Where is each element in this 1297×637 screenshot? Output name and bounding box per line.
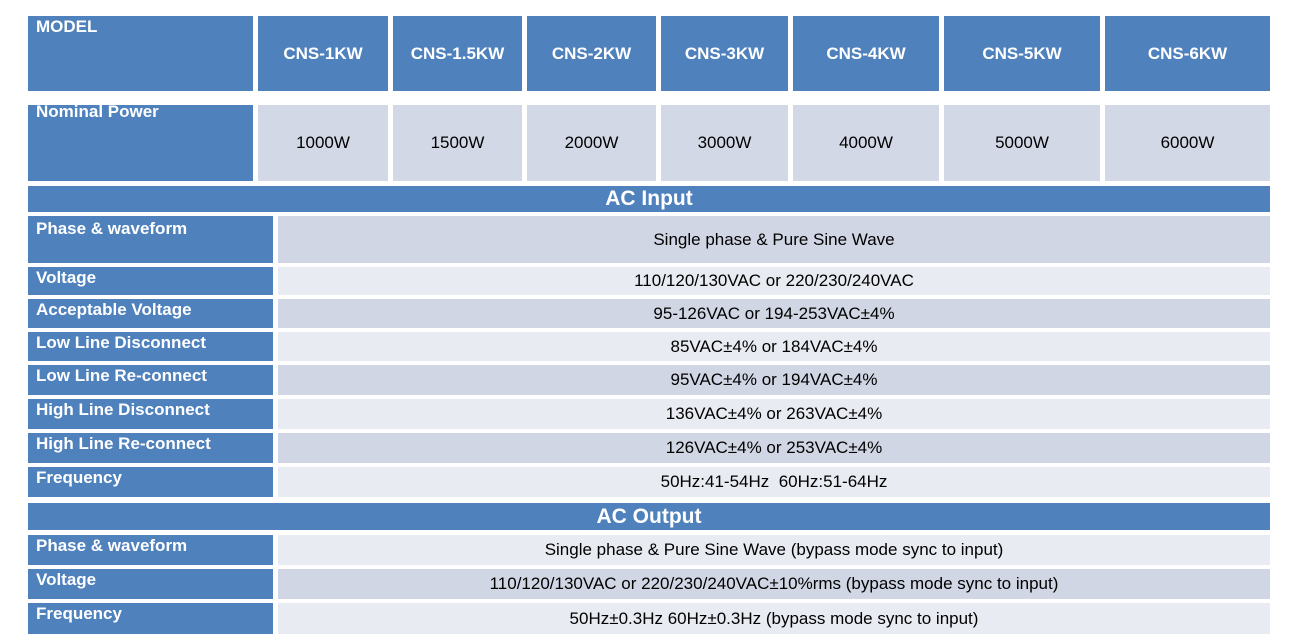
spec-value: 95VAC±4% or 194VAC±4% (278, 365, 1270, 395)
spec-label: Frequency (28, 603, 273, 634)
spec-value: 110/120/130VAC or 220/230/240VAC±10%rms … (278, 569, 1270, 599)
ac-input-header: AC Input (28, 186, 1270, 212)
ac-output-header: AC Output (28, 503, 1270, 530)
spec-label: Phase & waveform (28, 535, 273, 565)
spec-value: 85VAC±4% or 184VAC±4% (278, 332, 1270, 361)
spec-label: Phase & waveform (28, 216, 273, 263)
model-cell: CNS-2KW (527, 16, 656, 91)
spec-label: Acceptable Voltage (28, 299, 273, 328)
model-cell: CNS-3KW (661, 16, 788, 91)
model-cell: CNS-4KW (793, 16, 939, 91)
spec-value: 50Hz±0.3Hz 60Hz±0.3Hz (bypass mode sync … (278, 603, 1270, 634)
power-cell: 4000W (793, 105, 939, 181)
spec-label: Voltage (28, 569, 273, 599)
model-cell: CNS-6KW (1105, 16, 1270, 91)
spec-value: 50Hz:41-54Hz 60Hz:51-64Hz (278, 467, 1270, 497)
spec-label: Voltage (28, 267, 273, 295)
spec-value: 126VAC±4% or 253VAC±4% (278, 433, 1270, 463)
model-header-label: MODEL (28, 16, 253, 91)
power-cell: 1500W (393, 105, 522, 181)
power-cell: 1000W (258, 105, 388, 181)
spec-value: 136VAC±4% or 263VAC±4% (278, 399, 1270, 429)
spec-value: Single phase & Pure Sine Wave (bypass mo… (278, 535, 1270, 565)
model-cell: CNS-1KW (258, 16, 388, 91)
nominal-power-label: Nominal Power (28, 103, 253, 181)
model-cell: CNS-5KW (944, 16, 1100, 91)
spec-value: Single phase & Pure Sine Wave (278, 216, 1270, 263)
spec-label: High Line Re-connect (28, 433, 273, 463)
spec-label: High Line Disconnect (28, 399, 273, 429)
spec-label: Low Line Disconnect (28, 332, 273, 361)
power-cell: 2000W (527, 105, 656, 181)
power-cell: 5000W (944, 105, 1100, 181)
spec-value: 95-126VAC or 194-253VAC±4% (278, 299, 1270, 328)
spec-label: Frequency (28, 467, 273, 497)
spec-label: Low Line Re-connect (28, 365, 273, 395)
spec-value: 110/120/130VAC or 220/230/240VAC (278, 267, 1270, 295)
power-cell: 6000W (1105, 105, 1270, 181)
model-cell: CNS-1.5KW (393, 16, 522, 91)
power-cell: 3000W (661, 105, 788, 181)
